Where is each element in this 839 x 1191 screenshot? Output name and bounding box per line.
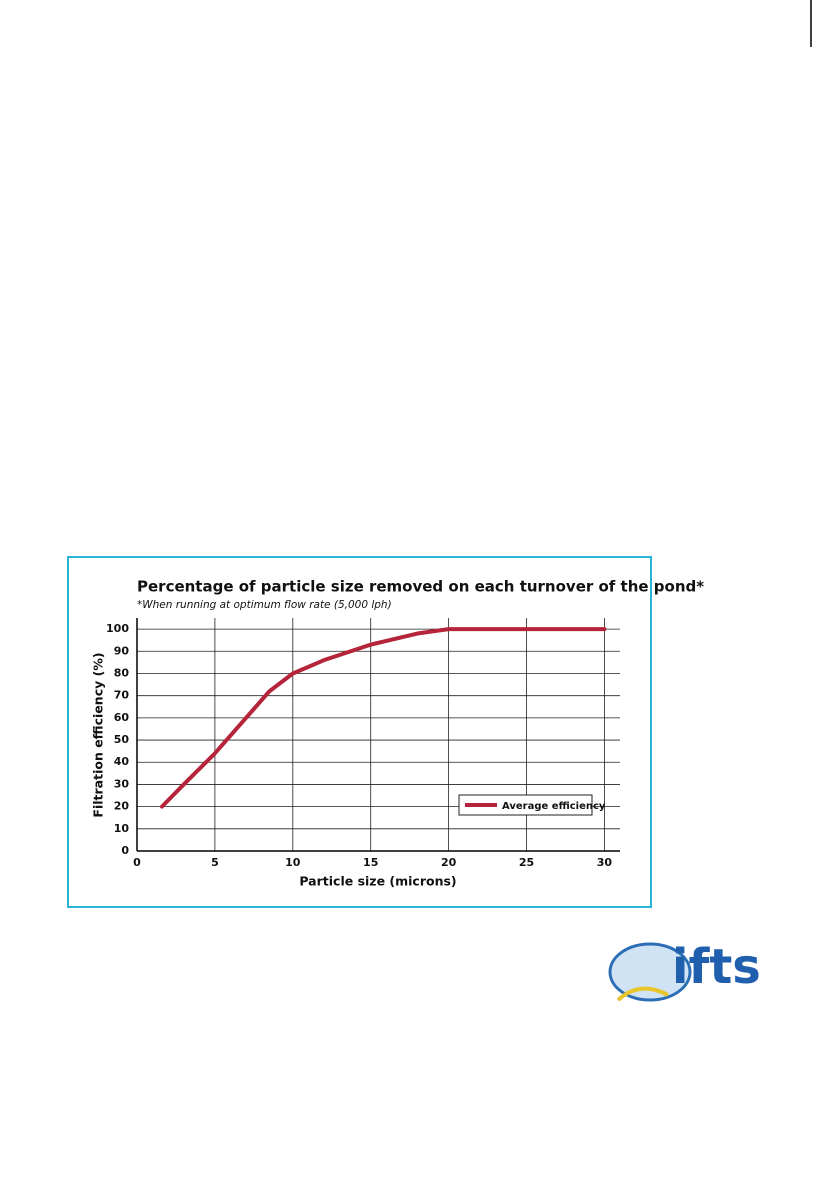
logo: ifts bbox=[608, 939, 761, 1002]
logo-text: ifts bbox=[672, 939, 761, 995]
y-tick-label: 100 bbox=[106, 622, 129, 635]
x-tick-label: 15 bbox=[363, 856, 378, 869]
chart-subtitle: *When running at optimum flow rate (5,00… bbox=[137, 599, 392, 611]
y-tick-label: 10 bbox=[114, 822, 130, 835]
y-tick-label: 60 bbox=[114, 711, 130, 724]
x-tick-label: 5 bbox=[211, 856, 219, 869]
x-tick-label: 20 bbox=[441, 856, 457, 869]
legend-box bbox=[458, 794, 593, 816]
y-tick-label: 70 bbox=[114, 689, 130, 702]
chart-title: Percentage of particle size removed on e… bbox=[137, 578, 704, 596]
y-axis-label: Filtration efficiency (%) bbox=[91, 652, 106, 817]
legend-label: Average efficiency bbox=[502, 801, 606, 812]
y-tick-label: 50 bbox=[114, 733, 130, 746]
x-tick-label: 0 bbox=[133, 856, 141, 869]
y-tick-label: 30 bbox=[114, 777, 130, 790]
y-tick-label: 90 bbox=[114, 644, 130, 657]
chart-frame bbox=[67, 556, 652, 908]
x-tick-label: 10 bbox=[285, 856, 301, 869]
y-tick-label: 0 bbox=[121, 844, 129, 857]
x-axis-label: Particle size (microns) bbox=[299, 874, 456, 889]
y-tick-label: 40 bbox=[114, 755, 130, 768]
data-line bbox=[159, 627, 607, 809]
logo-swoosh bbox=[616, 986, 669, 1002]
plot: 0 10 20 30 40 50 60 70 80 90 100 0 5 10 15 20 25 30 Averag… bbox=[106, 618, 620, 869]
x-tick-label: 30 bbox=[597, 856, 613, 869]
logo-globe bbox=[608, 942, 692, 1002]
y-tick-label: 20 bbox=[114, 800, 130, 813]
x-tick-label: 25 bbox=[519, 856, 534, 869]
y-tick-label: 80 bbox=[114, 666, 130, 679]
